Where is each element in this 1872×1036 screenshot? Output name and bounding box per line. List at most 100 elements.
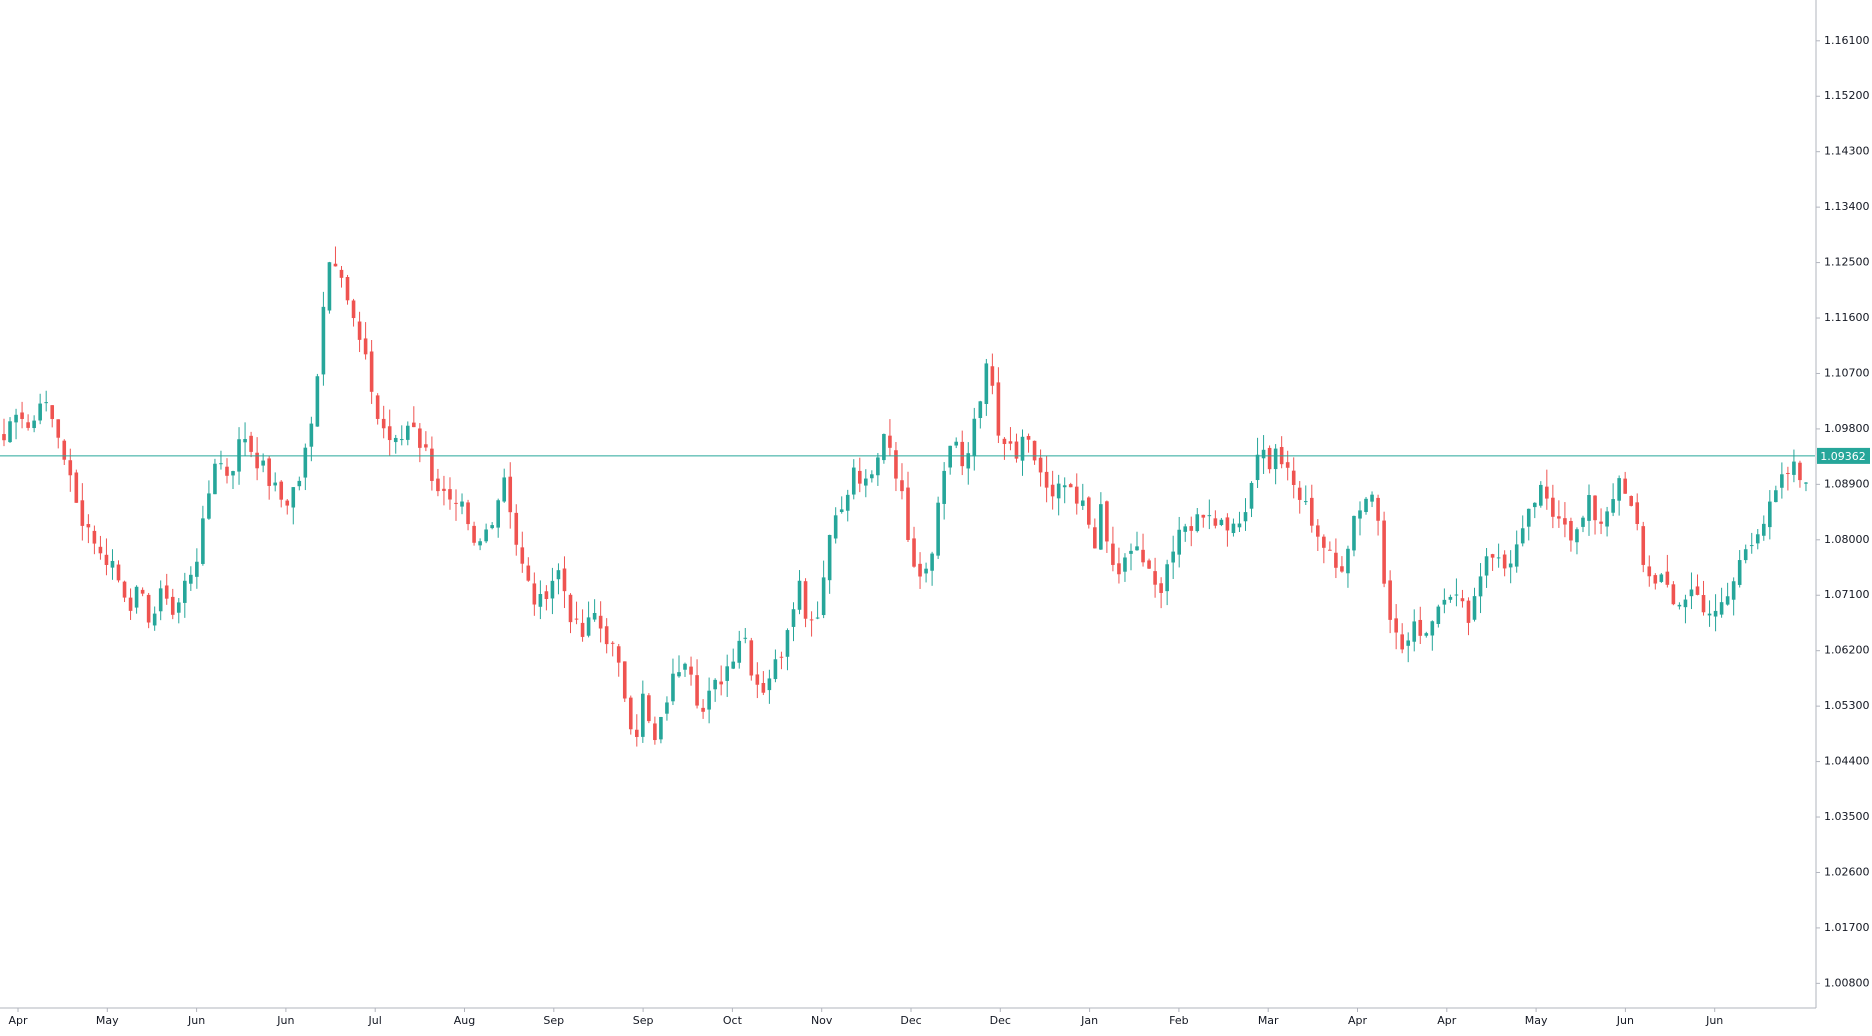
candle-body-down[interactable] [255, 452, 259, 469]
candle-body-down[interactable] [544, 591, 549, 600]
candle-body-down[interactable] [1322, 536, 1326, 548]
candle-body-down[interactable] [1545, 486, 1549, 499]
candle-body-up[interactable] [1605, 511, 1609, 527]
candle-body-down[interactable] [532, 583, 537, 605]
candle-body-down[interactable] [2, 434, 6, 441]
candle-body-up[interactable] [1080, 500, 1085, 506]
candle-body-up[interactable] [1123, 557, 1127, 572]
candle-body-up[interactable] [767, 678, 772, 691]
candle-body-up[interactable] [1749, 545, 1754, 547]
candle-body-down[interactable] [580, 622, 585, 637]
candle-body-up[interactable] [1358, 510, 1362, 519]
candle-body-down[interactable] [369, 351, 374, 392]
candle-body-down[interactable] [719, 681, 723, 685]
candle-body-down[interactable] [351, 300, 356, 319]
candle-body-down[interactable] [701, 707, 705, 712]
candle-body-down[interactable] [1653, 575, 1658, 584]
candle-body-down[interactable] [1074, 486, 1079, 504]
candle-body-up[interactable] [243, 439, 247, 443]
candle-body-up[interactable] [1496, 557, 1501, 559]
candle-body-up[interactable] [183, 580, 187, 603]
candle-body-up[interactable] [315, 376, 320, 427]
candle-body-up[interactable] [1725, 596, 1730, 605]
candle-body-up[interactable] [1099, 504, 1103, 550]
candle-body-down[interactable] [912, 538, 916, 567]
candle-body-down[interactable] [424, 444, 428, 448]
candle-body-down[interactable] [809, 619, 814, 621]
candle-body-up[interactable] [1424, 633, 1429, 636]
candle-body-down[interactable] [442, 488, 446, 491]
candle-body-down[interactable] [1014, 441, 1019, 459]
candle-body-down[interactable] [990, 366, 995, 386]
candle-body-down[interactable] [164, 585, 169, 599]
candle-body-up[interactable] [1165, 564, 1169, 592]
candle-body-up[interactable] [1303, 501, 1308, 503]
candle-body-up[interactable] [924, 568, 928, 574]
candle-body-up[interactable] [261, 460, 265, 466]
candle-body-down[interactable] [508, 476, 513, 513]
candle-body-up[interactable] [231, 471, 235, 476]
candle-body-up[interactable] [1237, 523, 1242, 528]
candle-body-up[interactable] [490, 525, 494, 529]
candle-body-down[interactable] [333, 263, 338, 267]
candle-body-up[interactable] [14, 414, 18, 423]
candle-body-down[interactable] [436, 478, 440, 492]
candle-body-down[interactable] [526, 565, 531, 581]
candle-body-up[interactable] [1255, 454, 1260, 481]
candle-body-up[interactable] [954, 441, 959, 446]
candle-body-up[interactable] [1171, 551, 1175, 563]
candle-body-down[interactable] [140, 589, 145, 594]
candle-body-down[interactable] [1563, 518, 1567, 525]
candle-body-up[interactable] [502, 477, 507, 502]
candle-body-down[interactable] [604, 626, 609, 645]
candle-body-up[interactable] [1207, 515, 1212, 517]
candle-body-up[interactable] [538, 594, 543, 607]
candle-body-up[interactable] [1056, 483, 1061, 499]
candle-body-down[interactable] [616, 646, 621, 663]
candle-body-up[interactable] [1731, 581, 1736, 600]
candle-body-down[interactable] [1008, 441, 1013, 444]
candle-body-up[interactable] [1514, 544, 1519, 567]
candle-body-up[interactable] [592, 612, 597, 620]
candle-body-down[interactable] [918, 563, 922, 577]
candle-body-up[interactable] [1412, 621, 1417, 642]
candle-body-up[interactable] [864, 478, 868, 486]
candle-body-down[interactable] [647, 695, 651, 722]
candle-body-up[interactable] [1406, 640, 1411, 646]
candle-body-up[interactable] [32, 420, 36, 429]
candle-body-down[interactable] [1629, 496, 1633, 506]
candle-body-up[interactable] [1484, 556, 1489, 576]
candle-body-down[interactable] [50, 405, 55, 419]
candle-body-up[interactable] [1261, 449, 1266, 459]
candle-body-down[interactable] [62, 440, 67, 460]
candle-body-up[interactable] [791, 609, 796, 627]
candle-body-up[interactable] [1195, 514, 1200, 532]
candle-body-up[interactable] [948, 445, 952, 468]
candle-body-down[interactable] [1647, 566, 1652, 577]
candle-body-up[interactable] [1532, 502, 1537, 508]
candle-body-down[interactable] [1111, 543, 1115, 565]
candle-body-up[interactable] [641, 693, 645, 737]
candle-body-up[interactable] [1713, 610, 1718, 617]
candle-body-down[interactable] [381, 418, 386, 429]
candle-body-up[interactable] [1273, 448, 1278, 470]
candle-body-up[interactable] [1436, 606, 1441, 624]
candle-body-down[interactable] [122, 581, 127, 598]
candle-body-up[interactable] [1755, 534, 1760, 544]
candle-body-down[interactable] [1026, 435, 1031, 440]
candle-body-down[interactable] [1701, 595, 1706, 613]
candle-body-down[interactable] [116, 564, 121, 581]
candle-body-up[interactable] [327, 262, 332, 311]
candle-body-up[interactable] [659, 716, 663, 740]
candle-body-up[interactable] [1539, 484, 1543, 506]
candle-body-up[interactable] [1508, 563, 1513, 568]
candle-body-down[interactable] [1695, 586, 1700, 595]
candle-body-up[interactable] [1442, 599, 1447, 605]
candle-body-up[interactable] [936, 502, 940, 556]
candle-body-down[interactable] [628, 697, 633, 730]
candle-body-up[interactable] [833, 515, 838, 539]
candle-body-up[interactable] [556, 570, 561, 580]
candle-body-down[interactable] [1551, 497, 1555, 517]
candle-body-down[interactable] [1225, 517, 1230, 531]
candle-body-up[interactable] [550, 580, 555, 599]
